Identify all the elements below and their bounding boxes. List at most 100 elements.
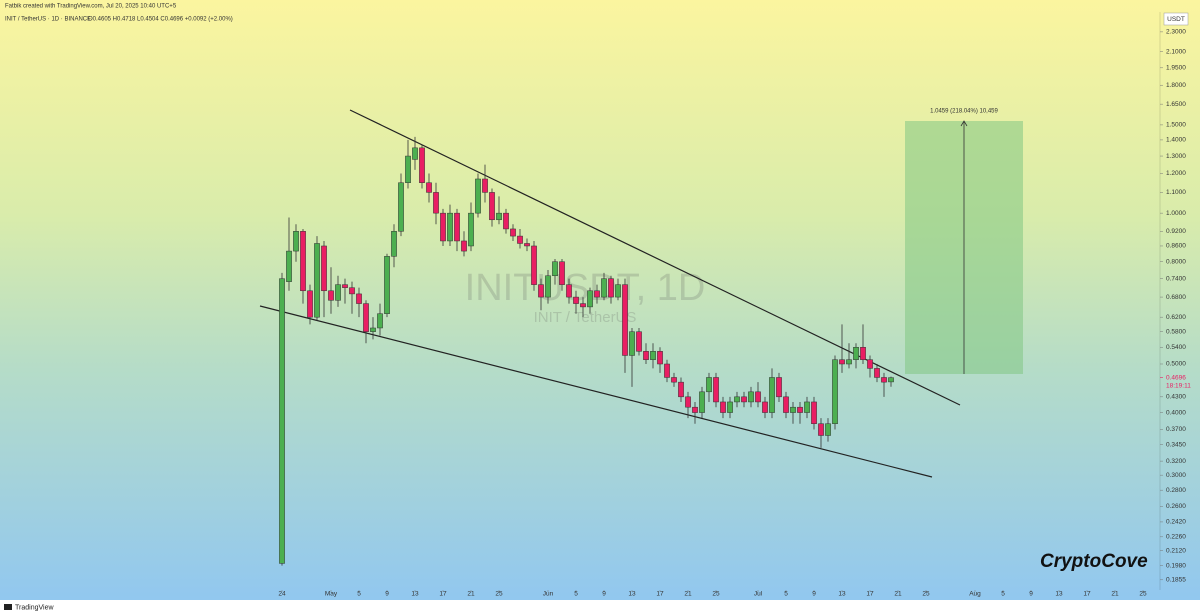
candle-body [447,212,453,242]
candle-body [881,377,887,383]
x-tick-label: Aug [969,591,981,598]
candle-body [314,243,320,318]
x-tick-label: 5 [357,591,361,598]
footer-bar [0,600,1200,616]
x-tick-label: 13 [1055,591,1063,598]
candle-body [300,231,306,292]
candle-body [468,212,474,247]
candle-body [594,290,600,298]
candle-body [321,245,327,292]
candle-body [482,178,488,193]
candle-body [650,351,656,360]
candle-body [692,406,698,413]
candle-body [664,363,670,378]
y-tick-label: 0.6200 [1166,314,1186,321]
trendline-lower [259,305,933,478]
x-tick-label: 5 [574,591,578,598]
candle-body [608,278,614,298]
candle-body [454,212,460,242]
candle-body [741,396,747,403]
y-tick-label: 0.3450 [1166,441,1186,448]
y-tick-label: 0.1980 [1166,562,1186,569]
candle-body [433,192,439,214]
y-tick-label: 1.5000 [1166,122,1186,129]
candle-body [587,290,593,308]
candle-body [279,278,285,564]
candle-body [846,359,852,365]
measure-label: 1.0459 (218.04%) 10,459 [930,109,998,115]
x-tick-label: 13 [628,591,636,598]
x-tick-label: 25 [495,591,503,598]
watermark-sub: INIT / TetherUS [534,309,637,326]
candle-body [489,192,495,221]
candle-body [503,212,509,230]
y-tick-label: 0.5800 [1166,328,1186,335]
candle-body [377,313,383,329]
candle-body [419,147,425,183]
credit: Fatbik created with TradingView.com, Jul… [5,4,177,10]
arrow-head [960,120,968,127]
candle-body [412,147,418,160]
x-tick-label: 21 [1111,591,1119,598]
y-tick-label: 0.4000 [1166,409,1186,416]
candle-body [384,256,390,314]
y-tick-label: 0.9200 [1166,228,1186,235]
candle-body [356,293,362,304]
candle-body [615,284,621,298]
candle-body [769,377,775,413]
x-tick-label: 13 [838,591,846,598]
y-tick-label: 0.8600 [1166,243,1186,250]
candle-body [671,377,677,383]
candle-body [335,284,341,301]
x-tick-label: 24 [278,591,286,598]
ohlc: O0.4605 H0.4718 L0.4504 C0.4696 +0.0092 … [88,17,233,23]
candle-body [524,243,530,247]
unit: USDT [1167,16,1185,23]
candle-body [825,423,831,436]
candle-body [405,155,411,183]
x-tick-label: 25 [922,591,930,598]
candle-body [797,406,803,413]
candle-body [832,359,838,424]
x-tick-label: Jul [754,591,763,598]
x-tick-label: 21 [467,591,475,598]
x-tick-label: 21 [684,591,692,598]
candle-body [342,284,348,288]
candle-body [496,212,502,221]
x-tick-label: 5 [784,591,788,598]
candle-body [545,275,551,298]
candle-body [629,331,635,356]
y-tick-label: 1.1000 [1166,189,1186,196]
candle-body [860,346,866,360]
y-tick-label: 1.0000 [1166,210,1186,217]
x-tick-label: 9 [385,591,389,598]
candle-body [839,359,845,365]
y-tick-label: 1.4000 [1166,137,1186,144]
candle-body [678,381,684,398]
x-tick-label: 9 [1029,591,1033,598]
x-tick-label: 17 [866,591,874,598]
candle-body [776,377,782,398]
y-tick-label: 1.8000 [1166,82,1186,89]
y-tick-label: 2.1000 [1166,48,1186,55]
x-tick-label: Jun [543,591,554,598]
x-tick-label: 17 [439,591,447,598]
candle-body [804,401,810,413]
y-tick-label: 0.2800 [1166,487,1186,494]
x-tick-label: 25 [1139,591,1147,598]
candle-body [293,231,299,252]
candle-body [370,327,376,332]
candle-body [391,231,397,257]
y-tick-label: 0.6800 [1166,294,1186,301]
symbol-line: INIT / TetherUS · 1D · BINANCE [5,17,91,23]
candle-body [811,401,817,424]
y-tick-label: 0.2120 [1166,547,1186,554]
candle-body [328,290,334,301]
candle-body [783,396,789,413]
y-tick-label: 0.8000 [1166,258,1186,265]
y-tick-label: 0.3700 [1166,426,1186,433]
logo [4,604,12,610]
y-tick-label: 2.3000 [1166,29,1186,36]
candle-body [643,351,649,360]
